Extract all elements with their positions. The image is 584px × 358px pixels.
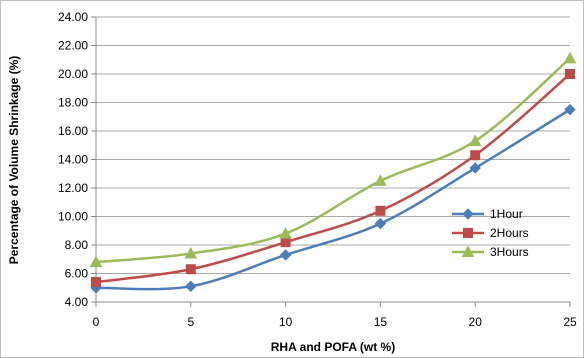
x-axis-title: RHA and POFA (wt %) — [271, 340, 395, 354]
y-tick-label: 12.00 — [58, 181, 88, 195]
legend-marker — [462, 208, 474, 220]
data-point-2hours — [280, 237, 291, 248]
legend-entry-1hour: 1Hour — [452, 207, 523, 221]
data-point-1hour — [279, 249, 292, 261]
x-tick-label: 5 — [187, 315, 194, 329]
x-tick-label: 10 — [279, 315, 293, 329]
data-point-2hours — [565, 69, 575, 79]
y-tick-label: 24.00 — [58, 10, 88, 24]
y-tick-label: 4.00 — [65, 295, 89, 309]
data-point-1hour — [469, 162, 481, 174]
tick-labels: 4.00 6.00 8.00 10.00 12.00 14.00 16.00 18.00 20.… — [58, 10, 577, 329]
x-tick-label: 15 — [374, 315, 388, 329]
series-2hours — [91, 69, 575, 288]
legend-marker — [461, 245, 475, 257]
legend-entry-2hours: 2Hours — [452, 226, 529, 240]
y-tick-label: 6.00 — [65, 267, 89, 281]
legend: 1Hour 2Hours 3Hours — [452, 207, 529, 259]
y-tick-label: 10.00 — [58, 210, 88, 224]
data-point-1hour — [564, 103, 576, 116]
y-tick-label: 16.00 — [58, 124, 88, 138]
data-point-3hours — [279, 227, 292, 239]
x-tick-label: 25 — [563, 315, 577, 329]
legend-label: 1Hour — [490, 207, 523, 221]
data-point-2hours — [185, 264, 196, 275]
y-tick-label: 18.00 — [58, 96, 88, 110]
legend-label: 2Hours — [490, 226, 529, 240]
x-tick-label: 0 — [93, 315, 100, 329]
series-3hours — [89, 51, 577, 268]
y-tick-label: 14.00 — [58, 153, 88, 167]
x-tick-label: 20 — [469, 315, 483, 329]
data-series — [89, 51, 577, 294]
data-point-1hour — [374, 217, 387, 230]
axes — [91, 16, 571, 307]
legend-marker — [463, 228, 473, 238]
data-point-3hours — [184, 247, 198, 259]
data-point-3hours — [468, 134, 482, 146]
y-tick-label: 8.00 — [65, 238, 89, 252]
y-axis-title: Percentage of Volume Shrinkage (%) — [7, 56, 21, 265]
data-point-3hours — [374, 174, 387, 186]
data-point-3hours — [89, 255, 103, 268]
data-point-1hour — [185, 280, 197, 293]
data-point-2hours — [470, 150, 481, 161]
data-point-2hours — [375, 205, 386, 216]
legend-entry-3hours: 3Hours — [452, 245, 529, 259]
legend-label: 3Hours — [490, 245, 529, 259]
y-tick-label: 22.00 — [58, 39, 88, 53]
data-point-3hours — [563, 51, 577, 64]
y-tick-label: 20.00 — [58, 67, 88, 81]
data-point-2hours — [91, 277, 101, 288]
